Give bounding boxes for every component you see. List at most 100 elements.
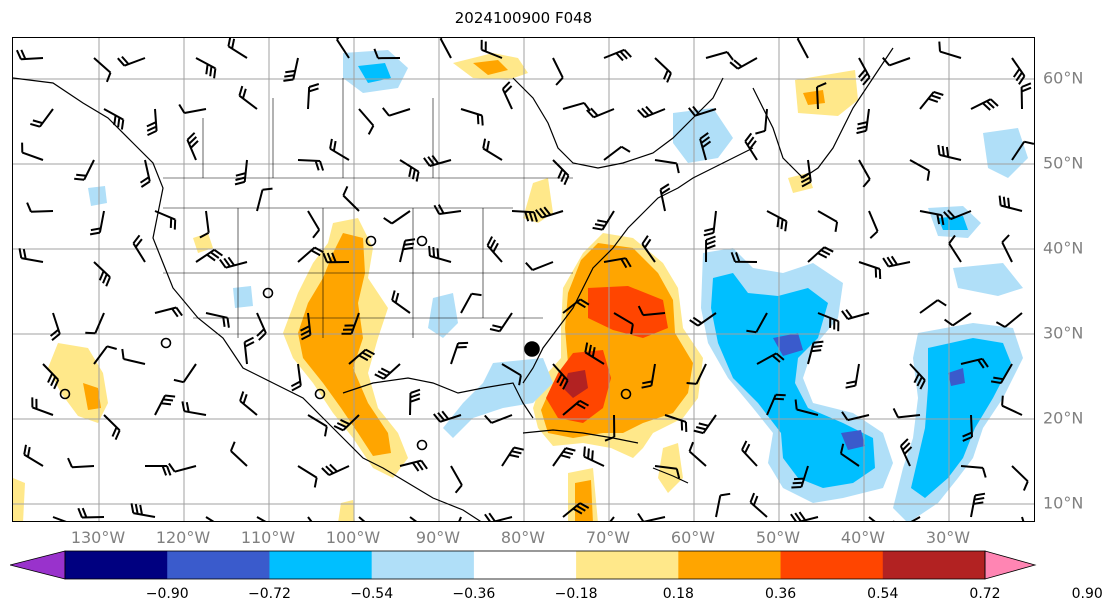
wind-barb: [181, 401, 207, 416]
anomaly-shading: [13, 50, 1028, 521]
wind-barb: [841, 411, 870, 422]
lon-label-70w: 70°W: [585, 528, 631, 547]
wind-barb: [756, 352, 785, 365]
wind-barb: [77, 507, 105, 519]
wind-barb: [484, 414, 513, 424]
lon-label-100w: 100°W: [325, 528, 381, 547]
colorbar-extend-max: [984, 550, 1037, 580]
wind-barb: [689, 312, 717, 327]
lon-label-40w: 40°W: [840, 528, 886, 547]
wind-barb: [800, 159, 812, 188]
wind-barb: [858, 57, 871, 86]
colorbar-tick-label: −0.36: [452, 586, 496, 602]
wind-barb: [816, 82, 827, 110]
lat-label-60n: 60°N: [1043, 68, 1084, 88]
wind-barb: [641, 235, 656, 263]
wind-barb: [858, 159, 871, 188]
station-markers: [59, 235, 632, 451]
positive-anomaly-small-3: [788, 173, 813, 193]
wind-barb: [586, 107, 615, 119]
wind-barb: [93, 57, 112, 83]
wind-barb: [603, 145, 631, 161]
wind-barb: [30, 108, 54, 128]
colorbar-outline: [64, 550, 986, 580]
wind-barb: [960, 465, 987, 478]
colorbar-tick-label: 0.18: [662, 586, 694, 602]
colorbar-segment: [882, 551, 986, 579]
lon-label-110w: 110°W: [240, 528, 296, 547]
positive-anomaly-small-7: [338, 500, 355, 521]
wind-barb: [117, 55, 146, 67]
wind-barb: [239, 391, 258, 416]
wind-barb: [583, 446, 605, 467]
wind-barb: [219, 256, 248, 269]
wind-barb: [766, 393, 786, 416]
wind-barb: [688, 105, 717, 117]
wind-barb: [297, 465, 318, 488]
wind-barb: [67, 457, 95, 469]
wind-barb: [374, 363, 401, 380]
wind-barb: [970, 98, 999, 111]
wind-barb: [817, 210, 839, 232]
wind-barb: [450, 465, 463, 494]
wind-barb: [103, 414, 121, 441]
wind-barb: [103, 108, 125, 130]
wind-barb: [307, 210, 321, 239]
graticule: [13, 38, 1034, 521]
wind-barb: [145, 465, 172, 476]
wind-barb: [919, 90, 944, 110]
wind-barb: [592, 210, 615, 231]
positive-anomaly-pacific-core: [83, 383, 101, 410]
wind-barb: [336, 38, 350, 59]
positive-anomaly-greenland-core: [803, 90, 825, 105]
wind-barb: [85, 312, 105, 335]
colorbar-segment: [371, 551, 475, 579]
wind-barb: [195, 248, 223, 263]
wind-barb: [1020, 82, 1032, 110]
colorbar-extend-min: [10, 550, 66, 580]
wind-barb: [199, 210, 210, 239]
wind-barb: [460, 292, 482, 314]
wind-barb: [18, 248, 44, 263]
lon-label-130w: 130°W: [70, 528, 126, 547]
wind-barb: [562, 399, 589, 416]
wind-barb: [868, 516, 876, 521]
wind-barb: [944, 312, 972, 327]
colorbar-segment: [269, 551, 373, 579]
wind-barb: [909, 363, 926, 390]
wind-barb: [52, 516, 67, 521]
wind-barb: [535, 206, 564, 219]
wind-barb: [990, 363, 1013, 384]
map-canvas: [13, 38, 1034, 521]
wind-barb: [290, 363, 302, 392]
colorbar-tick-label: 0.90: [1071, 586, 1103, 602]
wind-barb: [637, 105, 666, 119]
wind-barb: [699, 132, 712, 161]
wind-barb: [42, 363, 60, 390]
colorbar-segment: [65, 551, 168, 579]
wind-barb: [358, 108, 375, 135]
wind-barb: [49, 312, 61, 341]
map-title: 2024100900 F048: [454, 9, 593, 27]
negative-anomaly-east-blue: [948, 368, 965, 386]
wind-barb: [168, 462, 197, 473]
wind-barb: [154, 210, 177, 230]
colorbar-segment: [678, 551, 782, 579]
negative-anomaly-small: [88, 186, 1023, 308]
wind-barb: [26, 202, 54, 213]
wind-barb: [970, 492, 986, 518]
wind-barb: [450, 341, 469, 365]
wind-barb: [227, 38, 248, 59]
wind-barb: [256, 516, 267, 521]
lat-label-40n: 40°N: [1043, 238, 1084, 258]
wind-barb: [132, 234, 146, 263]
wind-barb: [899, 438, 913, 467]
wind-barb: [307, 516, 313, 521]
wind-barb: [93, 345, 117, 365]
wind-barb: [358, 516, 366, 521]
wind-barb: [962, 414, 973, 442]
wind-barb: [603, 48, 632, 62]
wind-barb: [562, 298, 590, 314]
wind-barb: [943, 209, 972, 221]
wind-barb: [1021, 516, 1025, 521]
